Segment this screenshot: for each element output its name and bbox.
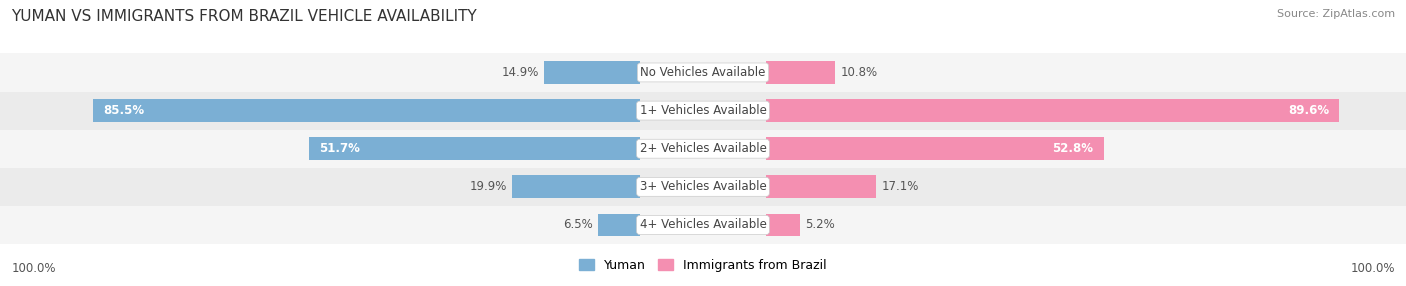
Text: 89.6%: 89.6% <box>1288 104 1329 117</box>
Text: 85.5%: 85.5% <box>103 104 145 117</box>
Text: 52.8%: 52.8% <box>1053 142 1094 155</box>
Bar <box>766 61 835 84</box>
Bar <box>309 137 640 160</box>
Bar <box>544 61 640 84</box>
Bar <box>0 92 1406 130</box>
Text: 10.8%: 10.8% <box>841 66 879 79</box>
Bar <box>0 130 1406 168</box>
Bar <box>766 99 1340 122</box>
Bar <box>766 175 876 198</box>
Bar <box>0 53 1406 92</box>
Text: 100.0%: 100.0% <box>11 262 56 275</box>
Text: 19.9%: 19.9% <box>470 180 506 193</box>
Bar <box>512 175 640 198</box>
Text: 14.9%: 14.9% <box>502 66 538 79</box>
Legend: Yuman, Immigrants from Brazil: Yuman, Immigrants from Brazil <box>574 254 832 277</box>
Text: 6.5%: 6.5% <box>562 219 592 231</box>
Text: 17.1%: 17.1% <box>882 180 918 193</box>
Text: 2+ Vehicles Available: 2+ Vehicles Available <box>640 142 766 155</box>
Bar <box>766 137 1104 160</box>
Text: 100.0%: 100.0% <box>1350 262 1395 275</box>
Text: YUMAN VS IMMIGRANTS FROM BRAZIL VEHICLE AVAILABILITY: YUMAN VS IMMIGRANTS FROM BRAZIL VEHICLE … <box>11 9 477 23</box>
Bar <box>598 214 640 237</box>
Bar <box>93 99 640 122</box>
Text: Source: ZipAtlas.com: Source: ZipAtlas.com <box>1277 9 1395 19</box>
Text: 4+ Vehicles Available: 4+ Vehicles Available <box>640 219 766 231</box>
Bar <box>0 206 1406 244</box>
Text: 1+ Vehicles Available: 1+ Vehicles Available <box>640 104 766 117</box>
Text: 3+ Vehicles Available: 3+ Vehicles Available <box>640 180 766 193</box>
Text: 5.2%: 5.2% <box>806 219 835 231</box>
Bar <box>0 168 1406 206</box>
Text: No Vehicles Available: No Vehicles Available <box>640 66 766 79</box>
Text: 51.7%: 51.7% <box>319 142 360 155</box>
Bar <box>766 214 800 237</box>
